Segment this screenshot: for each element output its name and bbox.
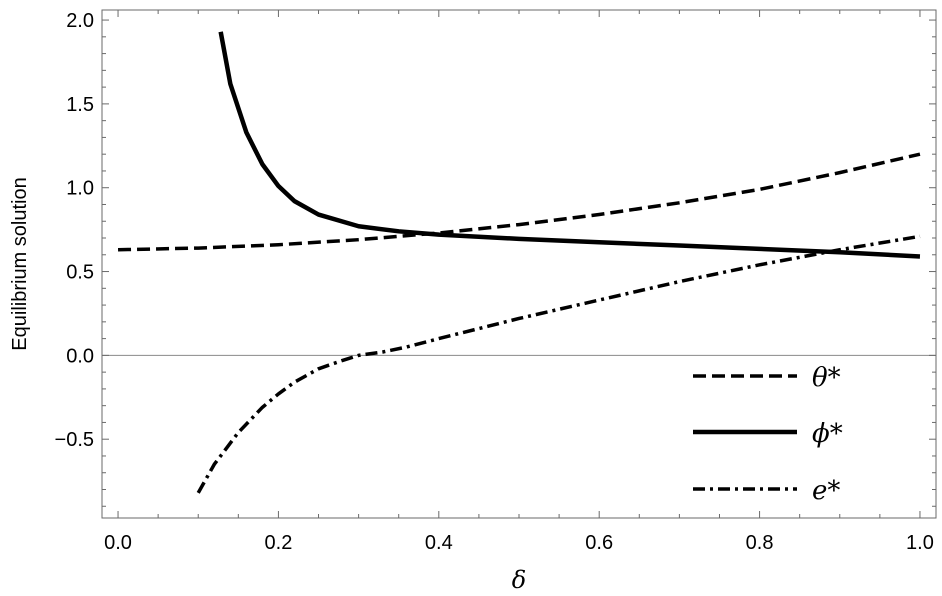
- y-tick-label: 1.5: [66, 94, 94, 116]
- series-line-solid: [218, 31, 921, 259]
- x-tick-label: 0.6: [585, 532, 613, 554]
- y-axis-title: Equilibrium solution: [9, 177, 31, 350]
- legend-label: e*: [812, 476, 840, 506]
- legend: θ* ϕ* e*: [693, 363, 843, 506]
- x-tick-label: 0.2: [265, 532, 293, 554]
- x-axis-ticks: 0.0 0.2 0.4 0.6 0.8 1.0: [104, 10, 934, 554]
- y-tick-label: 1.0: [66, 178, 94, 200]
- legend-label: ϕ*: [812, 419, 843, 449]
- plot-frame: [101, 9, 937, 519]
- x-tick-label: 0.4: [425, 532, 453, 554]
- legend-label: θ*: [812, 363, 841, 393]
- x-tick-label: 1.0: [906, 532, 934, 554]
- x-tick-label: 0.0: [104, 532, 132, 554]
- series-line-dashdot: [196, 234, 921, 494]
- y-axis-ticks: −0.5 0.0 0.5 1.0 1.5 2.0: [55, 10, 936, 507]
- series-lines: [118, 31, 921, 494]
- x-axis-title: δ: [512, 566, 526, 594]
- y-tick-label: 0.0: [66, 345, 94, 367]
- y-tick-label: 2.0: [66, 10, 94, 32]
- series-line-dashed: [118, 152, 921, 252]
- y-tick-label: −0.5: [55, 429, 94, 451]
- y-tick-label: 0.5: [66, 262, 94, 284]
- x-tick-label: 0.8: [746, 532, 774, 554]
